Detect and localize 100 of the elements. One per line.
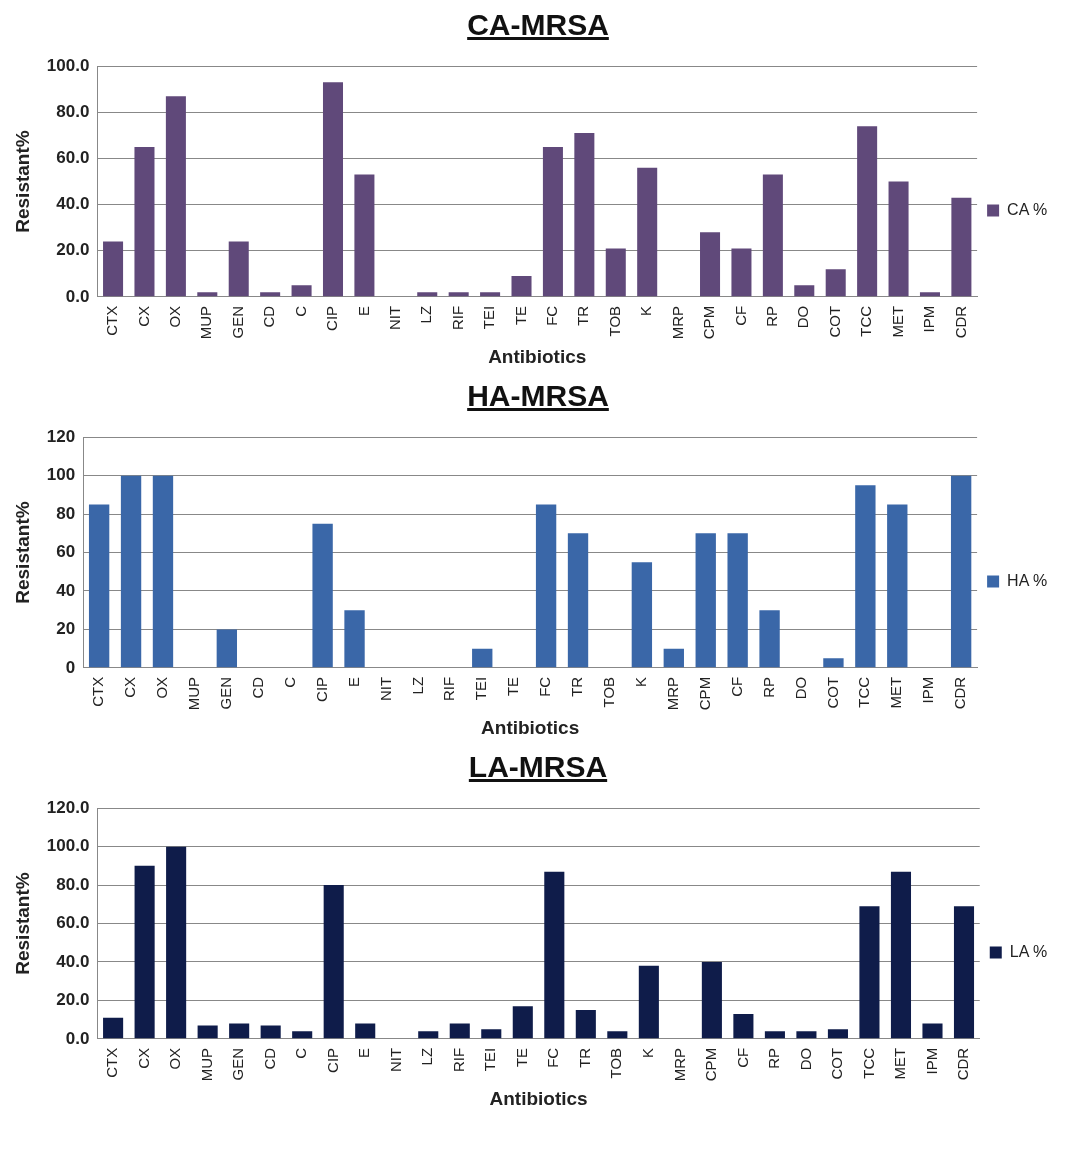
y-tick-label: 0.0 <box>65 286 90 306</box>
bar <box>574 133 595 297</box>
bar <box>481 1029 502 1039</box>
bar <box>764 1031 785 1039</box>
bar <box>152 475 174 668</box>
x-axis-title: Antibiotics <box>489 1087 588 1109</box>
x-tick-label: CPM <box>695 676 713 711</box>
bar <box>472 648 493 668</box>
bar <box>607 1031 628 1039</box>
bar <box>512 1006 533 1039</box>
bar <box>922 1023 943 1039</box>
x-tick-label: MRP <box>663 676 681 711</box>
bar <box>919 292 940 297</box>
x-tick-label: GEN <box>228 305 246 339</box>
x-tick-label: FC <box>544 1047 562 1068</box>
x-tick-label: CIP <box>312 676 330 702</box>
x-tick-label: MET <box>887 676 905 709</box>
legend-label: CA % <box>1007 200 1048 218</box>
bar <box>733 1013 754 1039</box>
bar <box>511 276 532 297</box>
y-tick-label: 60.0 <box>56 148 90 168</box>
bar <box>355 1023 376 1039</box>
bar <box>796 1031 817 1039</box>
x-tick-label: GEN <box>229 1047 247 1081</box>
y-tick-label: 100.0 <box>46 836 90 856</box>
x-tick-label: DO <box>794 305 812 329</box>
x-tick-label: COT <box>828 1047 846 1080</box>
x-tick-label: MUP <box>185 676 203 711</box>
y-tick-label: 80.0 <box>56 874 90 894</box>
bar <box>229 1023 250 1039</box>
bar <box>323 885 344 1039</box>
x-tick-label: CTX <box>89 676 107 707</box>
x-tick-label: IPM <box>919 676 937 704</box>
chart-title: CA-MRSA <box>466 8 610 42</box>
x-tick-label: TOB <box>605 305 623 337</box>
bar <box>890 871 912 1039</box>
y-tick-label: 20.0 <box>56 990 90 1010</box>
bar <box>605 248 626 297</box>
x-tick-label: C <box>292 1047 310 1059</box>
x-tick-label: CDR <box>951 305 969 339</box>
bar <box>260 292 281 297</box>
bar <box>354 174 375 297</box>
x-tick-label: CX <box>134 305 152 327</box>
x-tick-label: CPM <box>702 1047 720 1082</box>
y-axis-title: Resistant% <box>11 130 33 233</box>
bar <box>134 865 155 1039</box>
x-tick-label: LZ <box>417 305 435 324</box>
x-tick-label: K <box>632 676 650 687</box>
x-tick-label: C <box>280 676 298 688</box>
bar <box>291 285 312 297</box>
bar <box>165 96 186 297</box>
x-tick-label: NIT <box>376 676 394 702</box>
x-tick-label: TR <box>568 676 586 697</box>
bar <box>103 241 124 297</box>
y-tick-label: 100.0 <box>46 55 90 75</box>
x-tick-label: RIF <box>449 1047 467 1073</box>
x-tick-label: LZ <box>408 676 426 695</box>
x-tick-label: RP <box>759 676 777 698</box>
bar <box>344 610 365 668</box>
y-tick-label: 0 <box>65 657 76 677</box>
bar <box>448 292 469 297</box>
bar <box>449 1023 470 1039</box>
bar <box>727 533 748 668</box>
bar <box>631 562 653 668</box>
x-tick-label: DO <box>791 676 809 700</box>
bar <box>312 523 333 668</box>
bar <box>197 1025 218 1039</box>
x-tick-label: LZ <box>418 1047 436 1066</box>
x-tick-label: CDR <box>954 1047 972 1081</box>
bar <box>103 1017 124 1039</box>
bar <box>859 906 880 1039</box>
bar <box>888 181 909 297</box>
bar <box>953 906 975 1039</box>
y-tick-label: 0.0 <box>65 1028 90 1048</box>
x-tick-label: C <box>291 305 309 317</box>
y-tick-label: 40.0 <box>56 951 90 971</box>
x-tick-label: FC <box>543 305 561 326</box>
bar <box>134 146 155 297</box>
bar <box>417 292 438 297</box>
bar <box>887 504 908 668</box>
x-tick-label: TR <box>574 305 592 326</box>
y-tick-label: 40 <box>56 580 76 600</box>
x-tick-label: TR <box>575 1047 593 1068</box>
bar <box>759 610 780 668</box>
x-tick-label: CIP <box>323 1047 341 1073</box>
x-tick-label: OX <box>153 676 171 699</box>
x-tick-label: E <box>354 305 372 316</box>
bar <box>260 1025 281 1039</box>
x-tick-label: TCC <box>857 305 875 337</box>
bar <box>567 533 589 668</box>
x-tick-label: DO <box>796 1047 814 1071</box>
x-tick-label: TEI <box>481 1047 499 1072</box>
bar <box>637 167 658 297</box>
x-axis-title: Antibiotics <box>488 345 587 367</box>
x-tick-label: MUP <box>197 305 215 340</box>
y-tick-label: 40.0 <box>56 194 90 214</box>
bar <box>950 475 972 668</box>
y-tick-label: 120 <box>46 426 76 446</box>
x-tick-label: TE <box>511 305 529 326</box>
x-tick-label: CD <box>248 676 266 699</box>
